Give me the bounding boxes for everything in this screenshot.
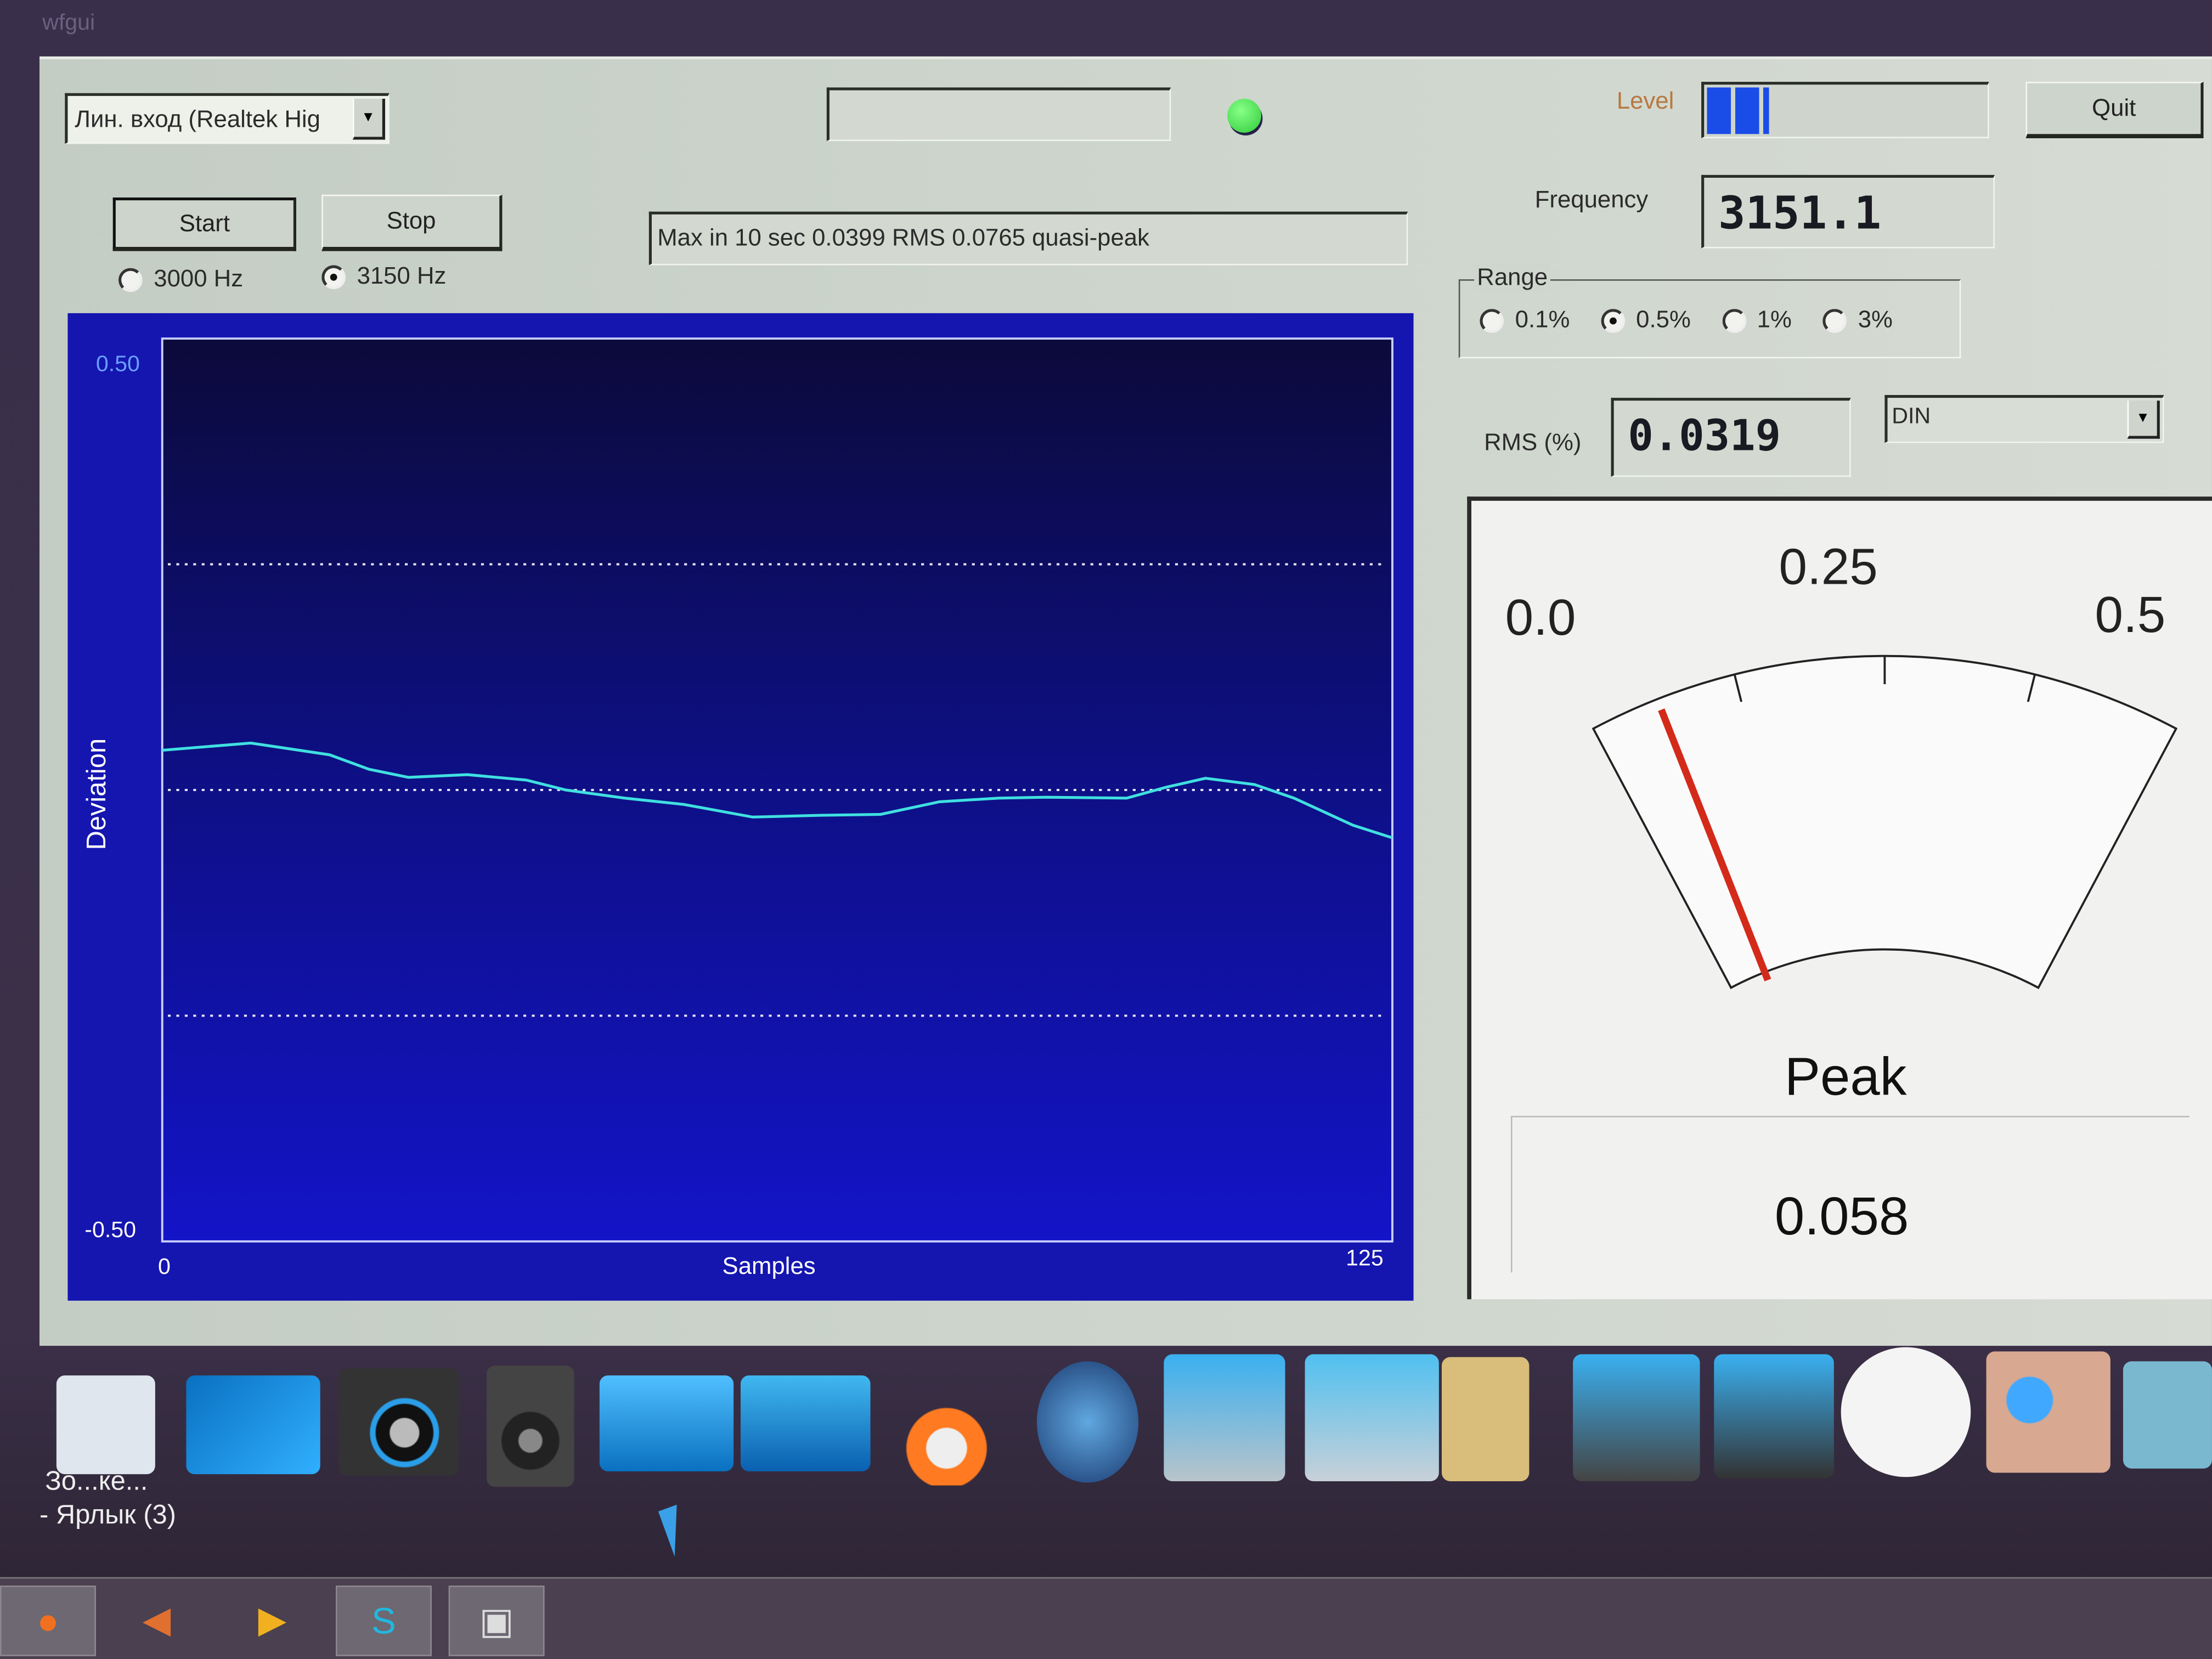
gauge-needle <box>1658 708 1771 981</box>
y-tick-min: -0.50 <box>84 1218 137 1243</box>
gauge-tick <box>1733 674 1742 702</box>
meter-readout: 0.058 <box>1774 1188 1909 1248</box>
window-icon[interactable]: ▣ <box>448 1585 545 1656</box>
face-icon[interactable] <box>1986 1351 2111 1473</box>
rms-value: 0.0319 <box>1628 411 1781 461</box>
range-option-label: 1% <box>1757 306 1792 333</box>
deviation-chart: 0.50 -0.50 0 125 Samples Deviation <box>67 313 1414 1301</box>
message-box: Max in 10 sec 0.0399 RMS 0.0765 quasi-pe… <box>648 211 1408 266</box>
photo-viewer-icon[interactable] <box>186 1375 320 1475</box>
mouse-cursor-icon <box>658 1504 693 1557</box>
gauge-face <box>1592 654 2178 989</box>
meter-scale-mid: 0.25 <box>1779 537 1878 596</box>
radio-icon <box>1480 309 1504 333</box>
range-option-label: 0.1% <box>1515 306 1570 333</box>
input-device-value: Лин. вход (Realtek Hig <box>75 105 320 133</box>
frequency-value: 3151.1 <box>1718 186 1882 240</box>
rms-display: 0.0319 <box>1611 398 1851 477</box>
radio-icon <box>1600 309 1625 333</box>
shortcut-label: Зо...ке... <box>45 1467 148 1497</box>
radio-3150hz[interactable]: 3150 Hz <box>321 262 446 290</box>
speaker-icon[interactable] <box>487 1365 574 1487</box>
range-label: Range <box>1474 263 1551 292</box>
status-box <box>826 87 1171 142</box>
input-device-select[interactable]: Лин. вход (Realtek Hig ▼ <box>65 93 390 144</box>
radio-icon <box>1722 309 1746 333</box>
monitor-icon[interactable] <box>740 1375 871 1471</box>
y-axis-label: Deviation <box>82 738 112 850</box>
meter-panel: 0.0 0.25 0.5 Peak 0.058 <box>1467 496 2212 1300</box>
rms-label: RMS (%) <box>1484 428 1582 456</box>
media-player-icon[interactable]: ▶ <box>258 1598 286 1640</box>
range-group: Range 0.1% 0.5% 1% 3% <box>1458 263 1961 359</box>
level-meter-fill <box>1707 87 1769 134</box>
radio-icon <box>118 268 143 292</box>
stop-button[interactable]: Stop <box>321 194 503 251</box>
globe-icon[interactable] <box>1036 1361 1139 1483</box>
chart-svg <box>161 337 1393 1243</box>
frequency-label: Frequency <box>1534 186 1649 213</box>
firefox-icon[interactable]: ● <box>0 1585 96 1656</box>
volume-icon[interactable]: ◀ <box>142 1598 171 1640</box>
meter-scale-max: 0.5 <box>2095 585 2166 644</box>
x-tick-max: 125 <box>1346 1247 1384 1271</box>
range-option[interactable]: 1% <box>1722 306 1792 334</box>
x-tick-min: 0 <box>157 1255 171 1280</box>
camera-icon[interactable] <box>338 1368 459 1476</box>
app-icon[interactable] <box>2123 1361 2212 1469</box>
range-options: 0.1% 0.5% 1% 3% <box>1480 306 1893 334</box>
pictures-icon[interactable] <box>1305 1354 1439 1481</box>
range-option[interactable]: 0.1% <box>1480 306 1570 334</box>
range-option-label: 3% <box>1858 306 1893 333</box>
chevron-down-icon[interactable]: ▼ <box>352 98 385 140</box>
y-tick-max: 0.50 <box>95 352 140 377</box>
deviation-line <box>162 741 1393 839</box>
recycle-bin-icon[interactable] <box>56 1375 155 1475</box>
quit-button[interactable]: Quit <box>2025 82 2204 138</box>
start-button[interactable]: Start <box>112 197 296 251</box>
radio-label: 3000 Hz <box>154 265 244 292</box>
display-settings-icon[interactable] <box>1164 1354 1285 1481</box>
range-option[interactable]: 3% <box>1822 306 1893 334</box>
folder-icon[interactable] <box>1441 1357 1530 1481</box>
radio-label: 3150 Hz <box>357 262 447 290</box>
meter-scale-min: 0.0 <box>1505 588 1576 646</box>
disc-burn-icon[interactable] <box>891 1361 1002 1486</box>
headphones-icon[interactable] <box>1573 1354 1700 1481</box>
shortcut-label: - Ярлык (3) <box>39 1500 176 1531</box>
window-title: wfgui <box>42 11 95 36</box>
status-led <box>1227 98 1261 133</box>
camera-icon[interactable] <box>1714 1354 1834 1479</box>
weighting-value: DIN <box>1892 404 1931 429</box>
frequency-display: 3151.1 <box>1701 174 1995 249</box>
clock-icon[interactable] <box>1841 1347 1971 1477</box>
skype-icon[interactable]: S <box>335 1585 432 1656</box>
meter-mode-label: Peak <box>1784 1048 1907 1108</box>
meter-gauge <box>1592 654 2178 989</box>
level-label: Level <box>1616 87 1674 115</box>
radio-icon <box>1822 309 1847 333</box>
weighting-select[interactable]: DIN ▼ <box>1884 394 2164 443</box>
range-option-label: 0.5% <box>1636 306 1691 333</box>
taskbar <box>0 1577 2212 1659</box>
range-option[interactable]: 0.5% <box>1600 306 1691 334</box>
monitor-icon[interactable] <box>599 1375 734 1471</box>
gauge-tick <box>2027 674 2036 702</box>
x-axis-label: Samples <box>722 1252 816 1280</box>
chevron-down-icon[interactable]: ▼ <box>2127 400 2160 439</box>
radio-3000hz[interactable]: 3000 Hz <box>118 265 244 293</box>
level-meter <box>1701 82 1989 138</box>
message-text: Max in 10 sec 0.0399 RMS 0.0765 quasi-pe… <box>657 224 1149 251</box>
meter-readout-box: 0.058 <box>1510 1115 2190 1273</box>
radio-selected-icon <box>321 265 346 290</box>
